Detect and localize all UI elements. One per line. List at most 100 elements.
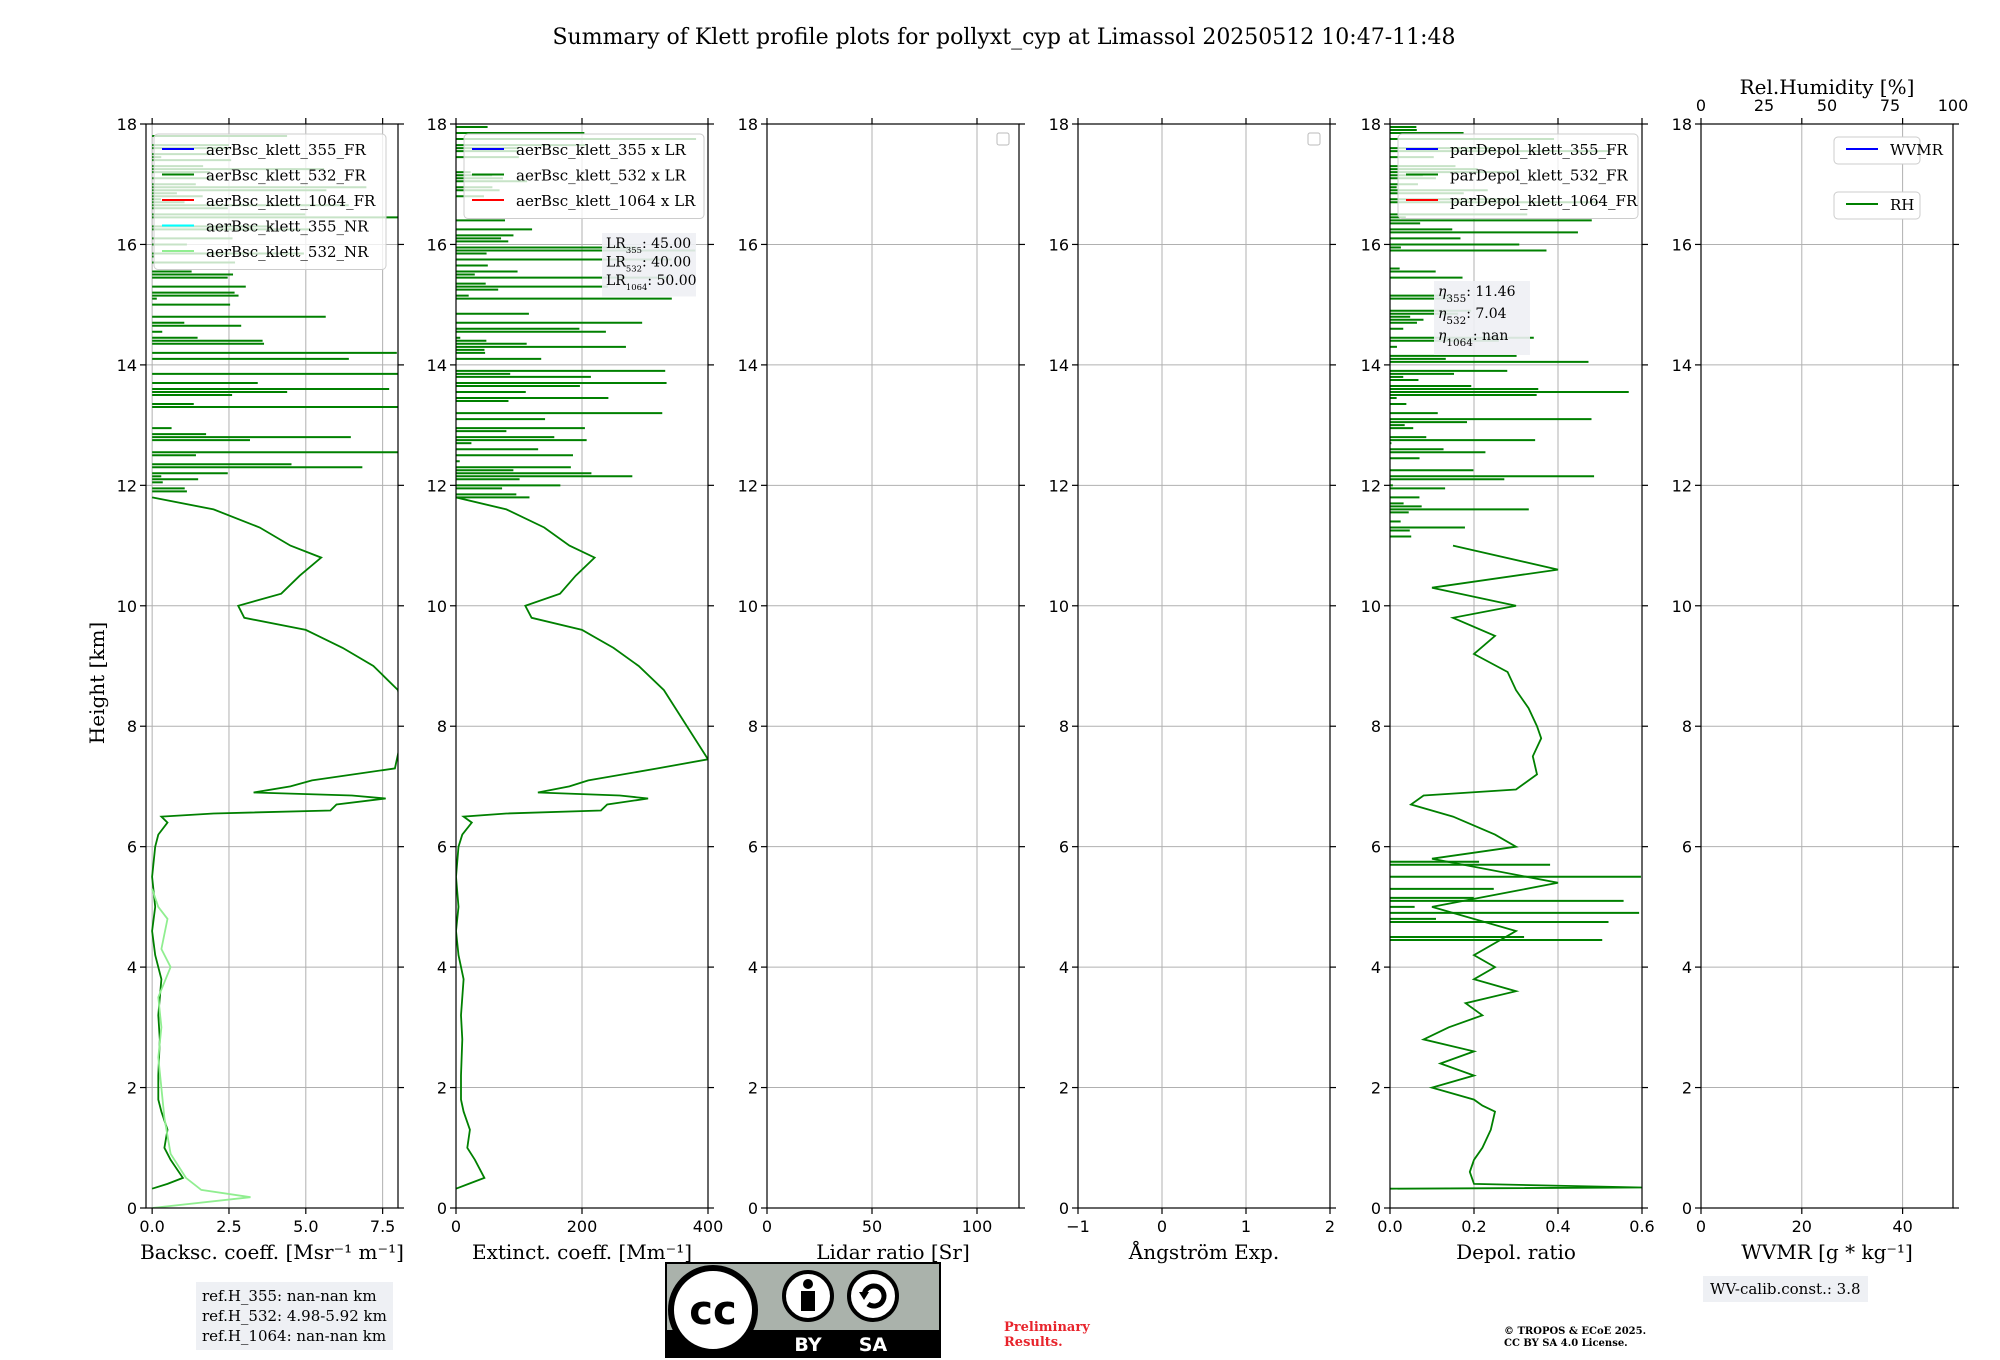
series-line-parDepol_klett_532_FR <box>1390 544 1642 1190</box>
y-tick-label: 16 <box>427 235 447 254</box>
y-tick-label: 2 <box>1682 1079 1692 1098</box>
preliminary-note: Preliminary Results. <box>1004 1320 1090 1350</box>
y-tick-label: 0 <box>1371 1199 1381 1218</box>
y-tick-label: 12 <box>427 476 447 495</box>
y-tick-label: 0 <box>127 1199 137 1218</box>
svg-text:SA: SA <box>859 1334 888 1356</box>
legend-entry: aerBsc_klett_355_NR <box>206 218 369 236</box>
legend-box <box>153 133 387 270</box>
rh-tick-label: 0 <box>1696 96 1706 115</box>
legend-entry: WVMR <box>1890 141 1944 159</box>
y-tick-label: 6 <box>1682 838 1692 857</box>
empty-legend-box <box>1307 132 1321 146</box>
rh-tick-label: 75 <box>1880 96 1900 115</box>
chart-panel-0: 0 2 4 6 8 10 12 14 16 18 0.0 2.5 5.0 7.5 Backsc. coeff… <box>117 115 404 1264</box>
legend-entry: aerBsc_klett_1064_FR <box>206 192 376 210</box>
x-tick-label: 0.6 <box>1629 1217 1654 1236</box>
annotation-line: η1064: nan <box>1438 328 1508 349</box>
axes-frame <box>1700 123 1954 1209</box>
y-tick-label: 10 <box>1049 597 1069 616</box>
annotation-line: LR355: 45.00 <box>606 236 691 255</box>
y-tick-label: 10 <box>1361 597 1381 616</box>
x-tick-label: 40 <box>1892 1217 1912 1236</box>
chart-panel-5: 0 2 4 6 8 10 12 14 16 18 0 20 40 WVMR [g * kg⁻¹] WVMR R… <box>1672 115 1959 1264</box>
series-line-aerBsc_klett_532_FR <box>151 496 398 1190</box>
x-tick-label: 7.5 <box>370 1217 395 1236</box>
y-tick-label: 8 <box>437 717 447 736</box>
y-tick-label: 6 <box>1059 838 1069 857</box>
legend-entry: aerBsc_klett_355_FR <box>206 141 366 159</box>
y-tick-label: 2 <box>127 1079 137 1098</box>
figure-title: Summary of Klett profile plots for polly… <box>552 25 1455 50</box>
x-tick-label: 2.5 <box>216 1217 241 1236</box>
wv-calibration-box: WV-calib.const.: 3.8 <box>1703 1276 1868 1302</box>
reference-height-box: ref.H_355: nan-nan km ref.H_532: 4.98-5.… <box>196 1282 393 1350</box>
y-tick-label: 6 <box>1371 838 1381 857</box>
annotation-line: η532: 7.04 <box>1438 306 1507 327</box>
x-tick-label: 0.0 <box>139 1217 164 1236</box>
x-tick-label: 0 <box>1157 1217 1167 1236</box>
legend-box <box>1833 136 1921 165</box>
y-tick-label: 0 <box>1059 1199 1069 1218</box>
y-tick-label: 10 <box>427 597 447 616</box>
legend-box <box>1833 191 1921 220</box>
legend-entry: aerBsc_klett_532 x LR <box>516 167 687 185</box>
y-tick-label: 18 <box>427 115 447 134</box>
y-tick-label: 2 <box>748 1079 758 1098</box>
y-tick-label: 12 <box>1672 476 1692 495</box>
annotation-line: η355: 11.46 <box>1438 284 1516 305</box>
x-tick-label: 0 <box>762 1217 772 1236</box>
legend-entry: parDepol_klett_532_FR <box>1450 167 1628 185</box>
x-tick-label: 100 <box>962 1217 993 1236</box>
empty-legend-box <box>996 132 1010 146</box>
y-tick-label: 16 <box>1361 235 1381 254</box>
y-tick-label: 4 <box>1682 958 1692 977</box>
x-tick-label: 0.0 <box>1377 1217 1402 1236</box>
axes-frame <box>766 123 1020 1209</box>
annotation-line: LR532: 40.00 <box>606 255 691 274</box>
x-tick-label: 1 <box>1241 1217 1251 1236</box>
ref-height-532: ref.H_532: 4.98-5.92 km <box>202 1307 387 1325</box>
y-tick-label: 6 <box>748 838 758 857</box>
y-tick-label: 0 <box>748 1199 758 1218</box>
cc-logo-icon <box>668 1265 758 1355</box>
annotation-box <box>1434 281 1530 355</box>
y-tick-label: 8 <box>1059 717 1069 736</box>
y-tick-label: 14 <box>427 356 447 375</box>
legend-entry: aerBsc_klett_532_FR <box>206 167 366 185</box>
x-tick-label: 0 <box>1696 1217 1706 1236</box>
y-tick-label: 4 <box>127 958 137 977</box>
axes-frame <box>1077 123 1331 1209</box>
y-tick-label: 12 <box>1049 476 1069 495</box>
ref-height-1064: ref.H_1064: nan-nan km <box>202 1327 387 1345</box>
x-tick-label: 200 <box>567 1217 598 1236</box>
y-tick-label: 0 <box>437 1199 447 1218</box>
legend-entry: parDepol_klett_1064_FR <box>1450 192 1638 210</box>
chart-panel-4: 0 2 4 6 8 10 12 14 16 18 0.0 0.2 0.4 0.6 Depol. ratio p… <box>1361 115 1655 1264</box>
y-tick-label: 2 <box>1371 1079 1381 1098</box>
x-tick-label: 400 <box>693 1217 724 1236</box>
series-line-aerBsc_klett_532_NR <box>151 888 251 1208</box>
x-tick-label: 5.0 <box>293 1217 318 1236</box>
y-tick-label: 0 <box>1682 1199 1692 1218</box>
x-axis-label: Depol. ratio <box>1456 1240 1576 1264</box>
y-tick-label: 6 <box>127 838 137 857</box>
y-tick-label: 12 <box>117 476 137 495</box>
y-tick-label: 18 <box>1361 115 1381 134</box>
y-tick-label: 14 <box>1672 356 1692 375</box>
annotation-line: LR1064: 50.00 <box>606 273 697 292</box>
series-line-aerBsc_klett_532 x LR <box>456 496 708 1190</box>
chart-panel-2: 0 2 4 6 8 10 12 14 16 18 0 50 100 Lidar ratio [Sr] <box>738 115 1025 1264</box>
y-tick-label: 8 <box>1371 717 1381 736</box>
axes-frame <box>145 123 399 1209</box>
y-tick-label: 14 <box>117 356 137 375</box>
y-tick-label: 16 <box>1672 235 1692 254</box>
rh-tick-label: 25 <box>1754 96 1774 115</box>
x-tick-label: 0.4 <box>1545 1217 1570 1236</box>
svg-text:cc: cc <box>689 1288 736 1334</box>
y-tick-label: 8 <box>127 717 137 736</box>
y-tick-label: 10 <box>738 597 758 616</box>
